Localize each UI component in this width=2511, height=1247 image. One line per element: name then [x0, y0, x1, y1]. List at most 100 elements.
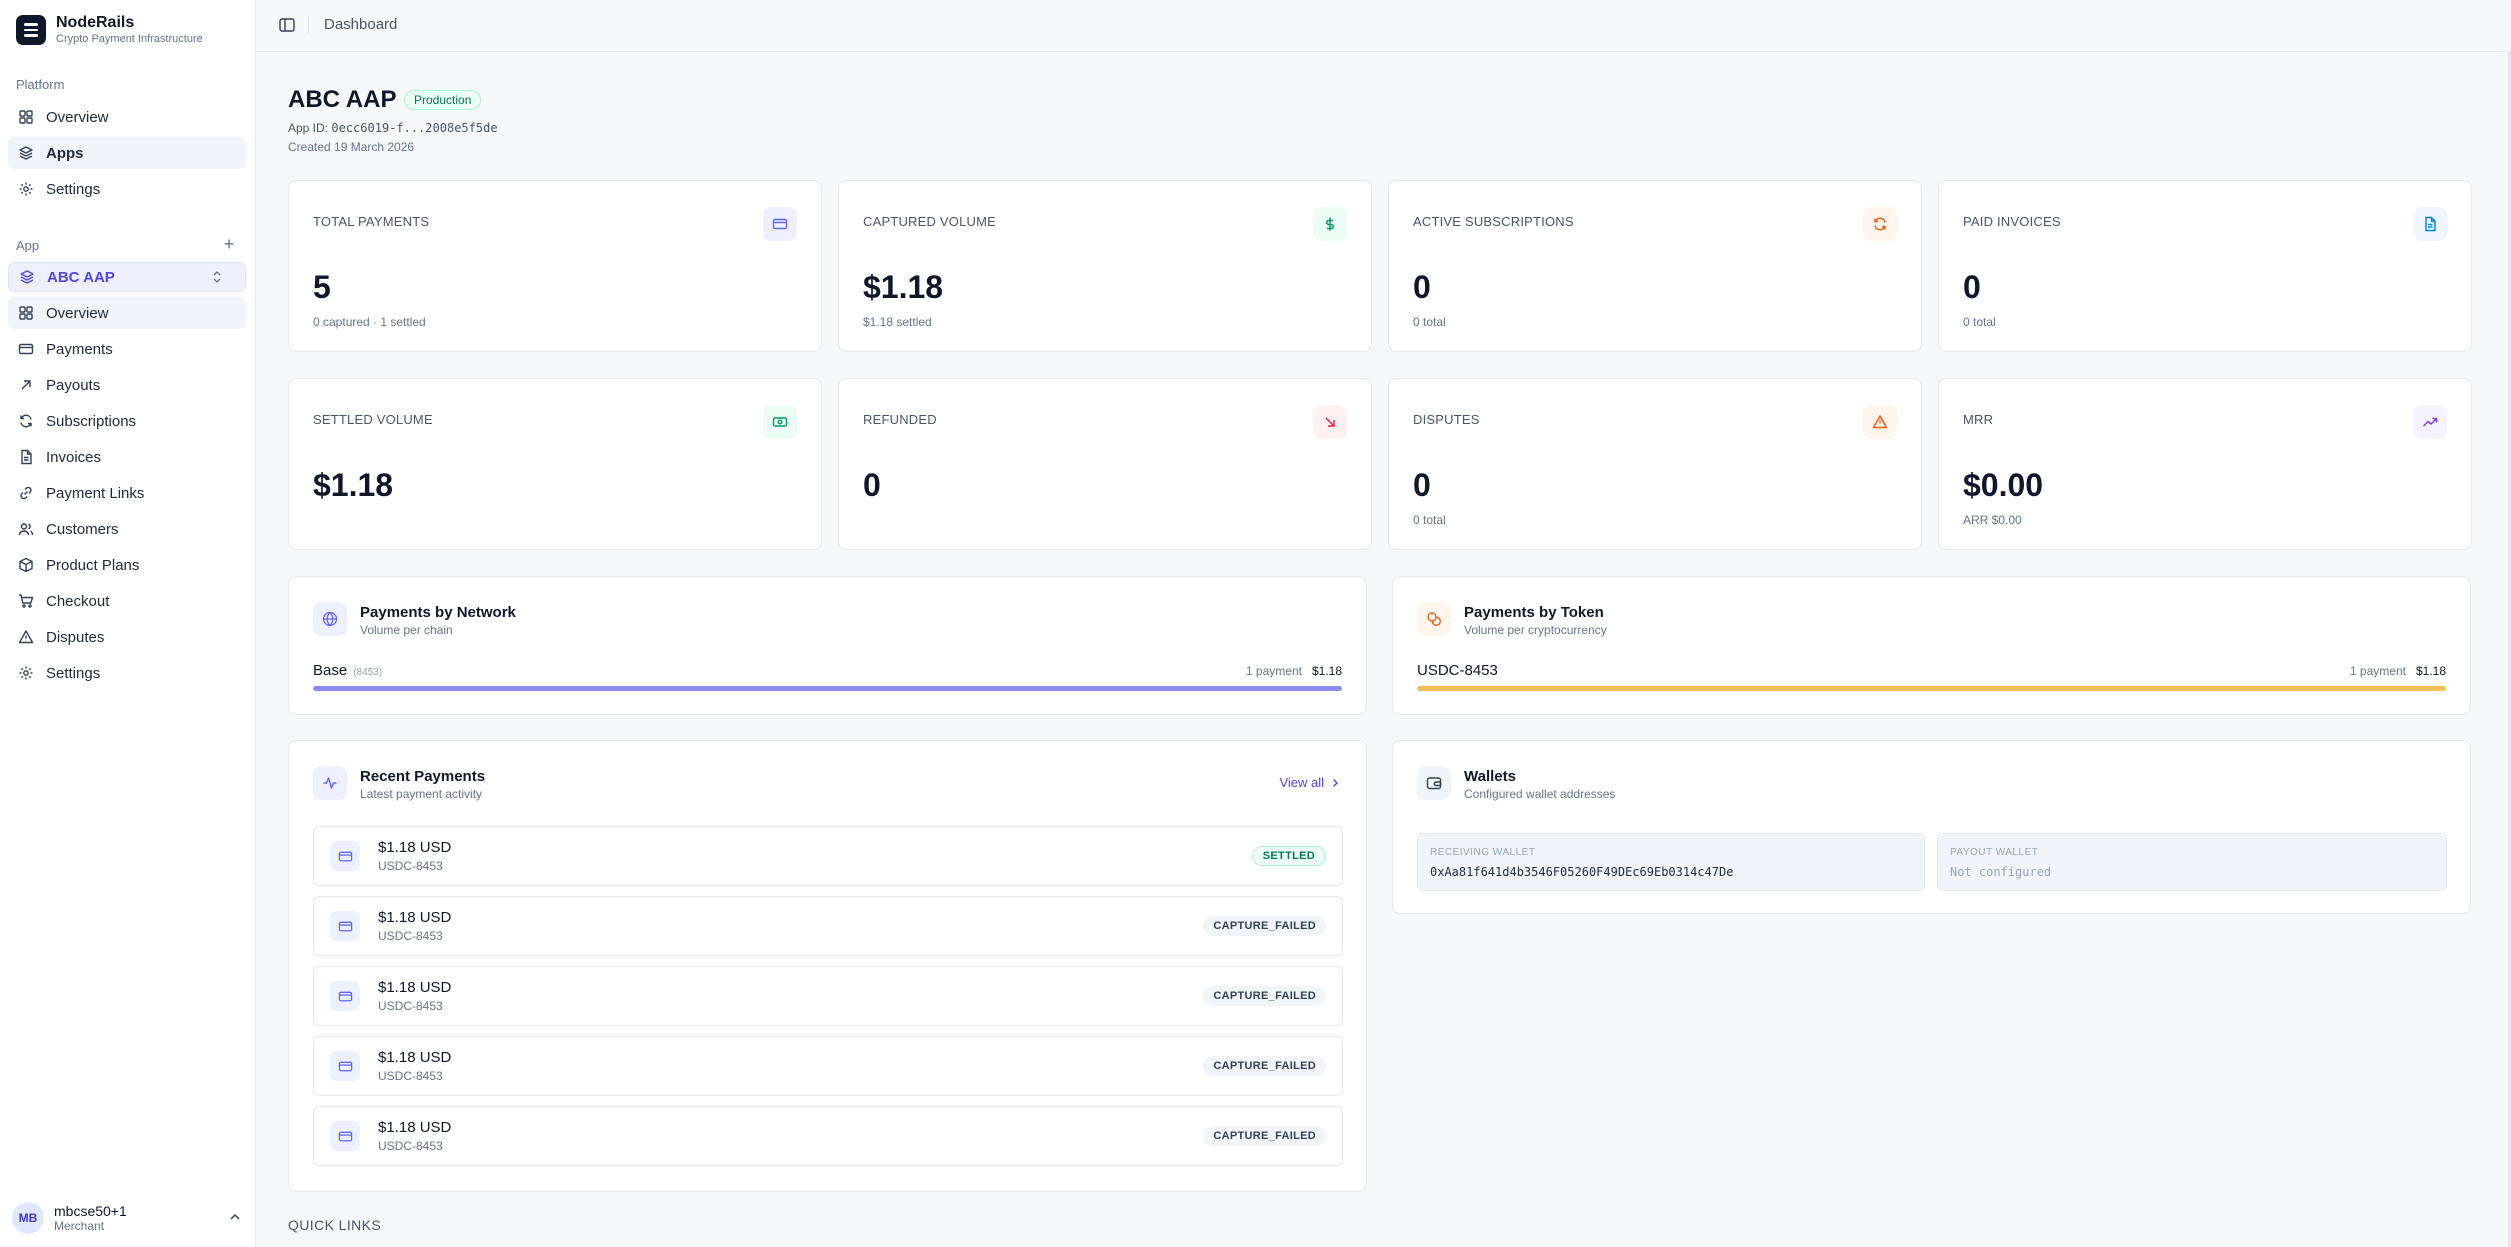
sidebar-item-payouts[interactable]: Payouts: [8, 369, 246, 401]
sidebar-item-platform-settings[interactable]: Settings: [8, 173, 246, 205]
sidebar-item-label: Overview: [46, 108, 109, 126]
token-amount: $1.18: [2415, 664, 2446, 678]
status-badge: CAPTURE_FAILED: [1203, 1126, 1326, 1146]
payment-amount: $1.18 USD: [378, 1049, 452, 1066]
payout-wallet[interactable]: PAYOUT WALLET Not configured: [1937, 833, 2447, 891]
app-id-value[interactable]: 0ecc6019-f...2008e5f5de: [331, 121, 498, 135]
package-icon: [19, 557, 33, 573]
stat-label: SETTLED VOLUME: [313, 412, 433, 427]
network-bar-fill: [313, 686, 1342, 691]
brand-name: NodeRails: [56, 14, 135, 31]
brand-tagline: Crypto Payment Infrastructure: [56, 33, 203, 45]
breadcrumb: Dashboard: [324, 16, 398, 33]
chevron-up-icon: [230, 1213, 240, 1220]
network-summary: 1 payment $1.18: [1246, 664, 1342, 678]
payment-amount: $1.18 USD: [378, 839, 452, 856]
sidebar-item-label: Settings: [46, 664, 101, 682]
page-title: ABC AAP: [288, 86, 397, 113]
payment-row[interactable]: $1.18 USD USDC-8453 CAPTURE_FAILED: [313, 966, 1343, 1026]
stat-value: 0: [1413, 467, 1431, 503]
sidebar-item-app-overview[interactable]: Overview: [8, 297, 246, 329]
sidebar-item-subscriptions[interactable]: Subscriptions: [8, 405, 246, 437]
sidebar-item-label: Subscriptions: [46, 412, 137, 430]
layers-icon: [20, 270, 34, 284]
scrollbar[interactable]: [2508, 52, 2511, 1247]
panel-title: Payments by Network: [360, 604, 516, 621]
document-icon: [2413, 207, 2447, 241]
stat-sub: 0 total: [1413, 315, 1446, 329]
sidebar: NodeRails Crypto Payment Infrastructure …: [0, 0, 256, 1247]
sidebar-item-checkout[interactable]: Checkout: [8, 585, 246, 617]
sidebar-toggle-icon[interactable]: [278, 16, 296, 34]
stat-label: MRR: [1963, 412, 1994, 427]
topbar-divider: [308, 16, 309, 34]
sidebar-item-disputes[interactable]: Disputes: [8, 621, 246, 653]
status-badge: CAPTURE_FAILED: [1203, 986, 1326, 1006]
sidebar-item-label: Disputes: [46, 628, 105, 646]
panel-subtitle: Volume per chain: [360, 623, 453, 637]
stat-label: REFUNDED: [863, 412, 937, 427]
receiving-wallet[interactable]: RECEIVING WALLET 0xAa81f641d4b3546F05260…: [1417, 833, 1925, 891]
environment-badge: Production: [404, 90, 482, 110]
add-app-plus-icon[interactable]: +: [223, 234, 235, 254]
panel-subtitle: Latest payment activity: [360, 787, 483, 801]
grid-icon: [19, 110, 33, 124]
document-icon: [21, 449, 32, 465]
status-badge: CAPTURE_FAILED: [1203, 916, 1326, 936]
app-id: App ID: 0ecc6019-f...2008e5f5de: [288, 121, 498, 135]
payment-row[interactable]: $1.18 USD USDC-8453 SETTLED: [313, 826, 1343, 886]
stat-sub: $1.18 settled: [863, 315, 932, 329]
avatar: MB: [12, 1202, 44, 1234]
sidebar-item-apps[interactable]: Apps: [8, 137, 246, 169]
sidebar-item-product-plans[interactable]: Product Plans: [8, 549, 246, 581]
sidebar-item-label: Apps: [46, 144, 84, 162]
payment-amount: $1.18 USD: [378, 909, 452, 926]
sidebar-item-payment-links[interactable]: Payment Links: [8, 477, 246, 509]
stat-label: ACTIVE SUBSCRIPTIONS: [1413, 214, 1574, 229]
view-all-link[interactable]: View all: [1279, 775, 1340, 790]
token-count: 1 payment: [2349, 664, 2406, 678]
sidebar-item-invoices[interactable]: Invoices: [8, 441, 246, 473]
refresh-icon: [1863, 207, 1897, 241]
payout-wallet-address: Not configured: [1950, 865, 2052, 879]
activity-icon: [313, 766, 347, 800]
warning-icon: [18, 630, 34, 644]
payment-row[interactable]: $1.18 USD USDC-8453 CAPTURE_FAILED: [313, 1036, 1343, 1096]
payments-by-network-panel: Payments by Network Volume per chain Bas…: [288, 576, 1367, 715]
sidebar-item-customers[interactable]: Customers: [8, 513, 246, 545]
token-bar-track: [1417, 686, 2446, 691]
stat-sub: 0 captured · 1 settled: [313, 315, 426, 329]
stat-card-disputes: DISPUTES 0 0 total: [1388, 378, 1922, 550]
payment-token: USDC-8453: [378, 999, 443, 1013]
card-icon: [18, 343, 34, 355]
payment-token: USDC-8453: [378, 1069, 443, 1083]
brand[interactable]: NodeRails Crypto Payment Infrastructure: [16, 14, 203, 46]
arrow-up-right-icon: [21, 380, 31, 390]
stat-card-total-payments: TOTAL PAYMENTS 5 0 captured · 1 settled: [288, 180, 822, 352]
app-switcher[interactable]: ABC AAP: [8, 262, 246, 292]
network-bar-track: [313, 686, 1342, 691]
payment-amount: $1.18 USD: [378, 979, 452, 996]
payment-row[interactable]: $1.18 USD USDC-8453 CAPTURE_FAILED: [313, 1106, 1343, 1166]
token-summary: 1 payment $1.18: [2350, 664, 2446, 678]
stat-label: CAPTURED VOLUME: [863, 214, 997, 229]
card-icon: [330, 981, 360, 1011]
wallet-icon: [1417, 766, 1451, 800]
network-amount: $1.18: [1311, 664, 1342, 678]
sidebar-item-label: Product Plans: [46, 556, 140, 574]
stat-card-paid-invoices: PAID INVOICES 0 0 total: [1938, 180, 2472, 352]
receiving-wallet-label: RECEIVING WALLET: [1430, 847, 1536, 858]
payment-amount: $1.18 USD: [378, 1119, 452, 1136]
sidebar-item-label: Payments: [46, 340, 113, 358]
sidebar-item-label: Checkout: [46, 592, 110, 610]
sidebar-item-app-settings[interactable]: Settings: [8, 657, 246, 689]
created-date: Created 19 March 2026: [288, 140, 415, 154]
stat-value: 0: [863, 467, 881, 503]
payment-row[interactable]: $1.18 USD USDC-8453 CAPTURE_FAILED: [313, 896, 1343, 956]
user-menu[interactable]: MB mbcse50+1 Merchant: [12, 1200, 248, 1236]
stat-card-active-subscriptions: ACTIVE SUBSCRIPTIONS 0 0 total: [1388, 180, 1922, 352]
arrow-down-right-icon: [1313, 405, 1347, 439]
sidebar-item-platform-overview[interactable]: Overview: [8, 101, 246, 133]
topbar: Dashboard: [256, 0, 2511, 52]
sidebar-item-payments[interactable]: Payments: [8, 333, 246, 365]
